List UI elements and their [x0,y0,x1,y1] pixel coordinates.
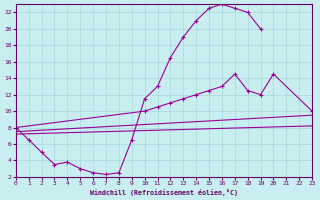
X-axis label: Windchill (Refroidissement éolien,°C): Windchill (Refroidissement éolien,°C) [90,189,238,196]
